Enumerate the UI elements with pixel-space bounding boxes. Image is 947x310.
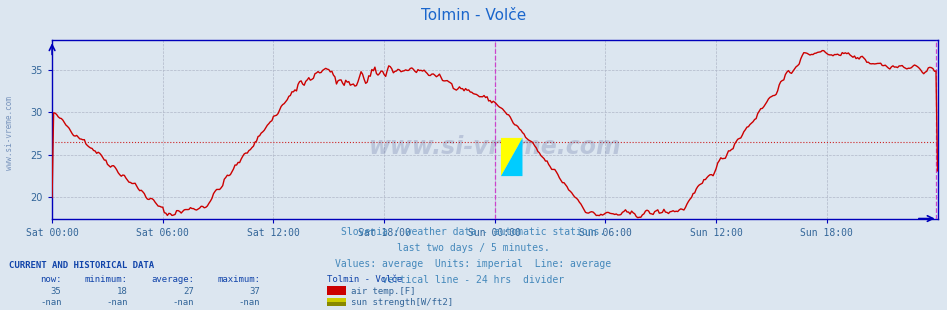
Text: vertical line - 24 hrs  divider: vertical line - 24 hrs divider — [383, 275, 564, 285]
Polygon shape — [501, 138, 523, 176]
Text: -nan: -nan — [106, 298, 128, 307]
Text: 18: 18 — [117, 287, 128, 296]
Text: Values: average  Units: imperial  Line: average: Values: average Units: imperial Line: av… — [335, 259, 612, 269]
Text: average:: average: — [152, 275, 194, 284]
Text: maximum:: maximum: — [218, 275, 260, 284]
Text: minimum:: minimum: — [85, 275, 128, 284]
Text: 35: 35 — [51, 287, 62, 296]
Text: www.si-vreme.com: www.si-vreme.com — [5, 96, 14, 170]
Text: Tolmin - Volče: Tolmin - Volče — [327, 275, 402, 284]
Text: air temp.[F]: air temp.[F] — [351, 287, 416, 296]
Text: -nan: -nan — [172, 298, 194, 307]
Text: 27: 27 — [184, 287, 194, 296]
Polygon shape — [501, 138, 523, 176]
Text: now:: now: — [40, 275, 62, 284]
Text: Slovenia / weather data - automatic stations.: Slovenia / weather data - automatic stat… — [341, 227, 606, 237]
Text: www.si-vreme.com: www.si-vreme.com — [368, 135, 621, 159]
Text: -nan: -nan — [239, 298, 260, 307]
Text: 37: 37 — [250, 287, 260, 296]
Text: sun strength[W/ft2]: sun strength[W/ft2] — [351, 298, 454, 307]
Text: Tolmin - Volče: Tolmin - Volče — [420, 8, 527, 23]
Text: last two days / 5 minutes.: last two days / 5 minutes. — [397, 243, 550, 253]
Text: -nan: -nan — [40, 298, 62, 307]
Text: CURRENT AND HISTORICAL DATA: CURRENT AND HISTORICAL DATA — [9, 261, 154, 270]
